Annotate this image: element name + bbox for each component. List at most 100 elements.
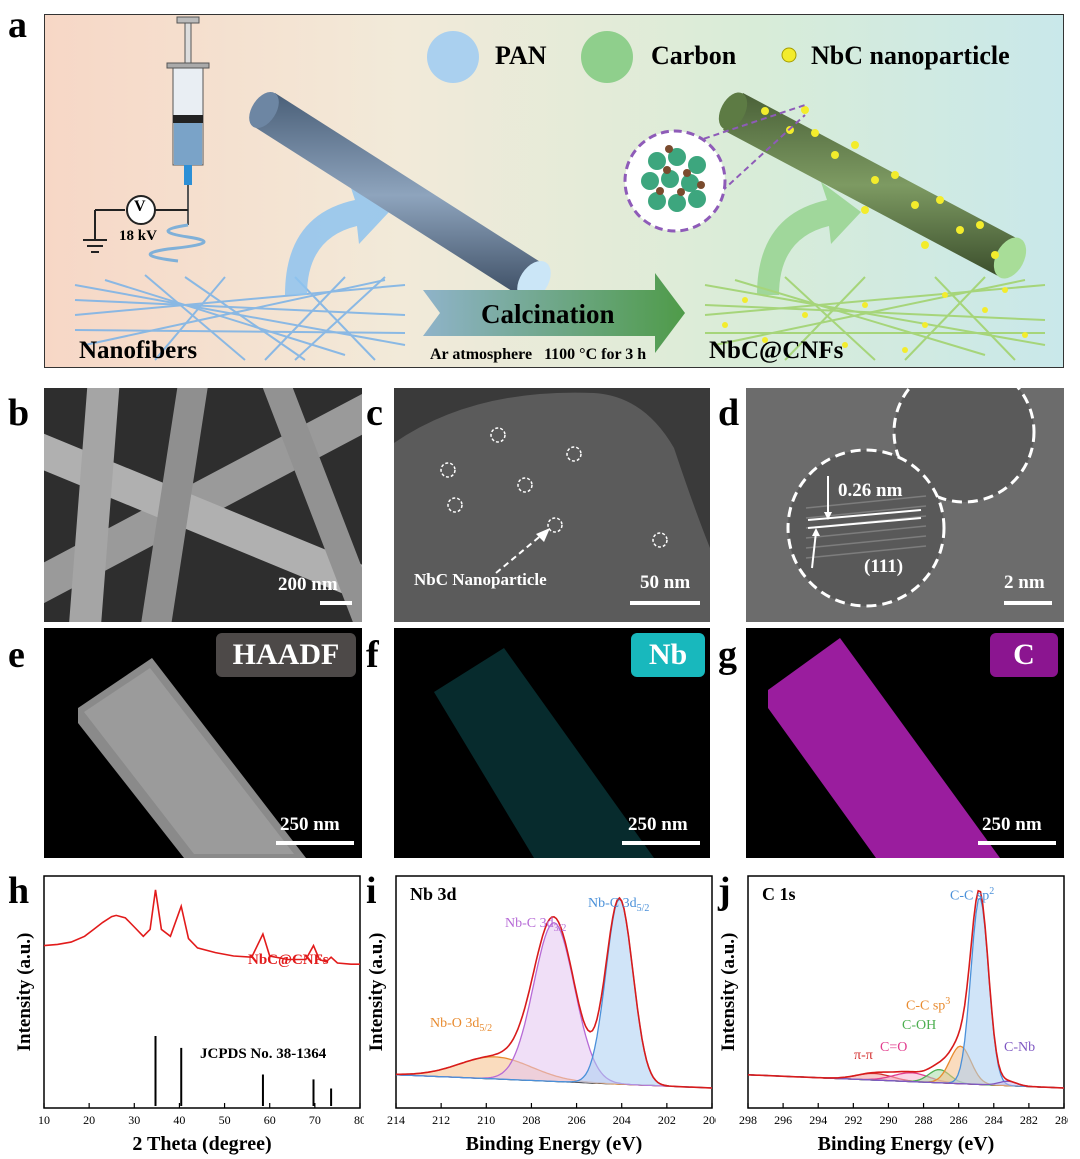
crystal-structure-inset xyxy=(623,104,806,233)
panel-letter-b: b xyxy=(8,392,30,434)
panel-letter-g: g xyxy=(718,634,737,676)
csp2-peak-label: C-C sp2 xyxy=(950,886,995,904)
plot-frame xyxy=(43,875,361,1109)
pan-legend-circle xyxy=(427,31,479,83)
calcination-arrow xyxy=(423,273,685,353)
x-tick-label: 208 xyxy=(522,1113,540,1127)
c1s-chart: 298 296 294 292 290 288 286 284 282 280 Binding En… xyxy=(718,875,1068,1155)
x-tick-label: 212 xyxy=(432,1113,450,1127)
x-tick-label: 284 xyxy=(985,1113,1003,1127)
scale-label-d: 2 nm xyxy=(1004,572,1045,593)
scale-bar-c xyxy=(630,601,700,605)
curved-arrow-green xyxy=(757,182,861,295)
x-tick-label: 202 xyxy=(658,1113,676,1127)
lattice-spacing-label: 0.26 nm xyxy=(838,480,903,501)
nb3d-title: Nb 3d xyxy=(410,884,457,904)
xps-peak-fill xyxy=(748,1072,1064,1088)
y-axis-label: Intensity (a.u.) xyxy=(718,933,739,1052)
nbc32-peak-label: Nb-C 3d3/2 xyxy=(505,916,567,934)
xrd-chart: 10 20 30 40 50 60 70 80 2 Theta (degree) Intensit… xyxy=(14,875,364,1155)
nbc52-peak-label: Nb-C 3d5/2 xyxy=(588,896,650,914)
x-tick-label: 296 xyxy=(774,1113,792,1127)
xps-peak-fill xyxy=(396,899,712,1088)
y-axis-label: Intensity (a.u.) xyxy=(366,933,387,1052)
hrtem-image-d: 0.26 nm (111) 2 nm xyxy=(746,388,1064,622)
x-tick-label: 214 xyxy=(387,1113,405,1127)
crystal-plane-label: (111) xyxy=(864,556,904,577)
pan-fiber-rod xyxy=(249,91,551,301)
x-tick-label: 204 xyxy=(613,1113,631,1127)
nbc-fiber-mesh xyxy=(704,276,1046,361)
legend-pan-label: PAN xyxy=(495,41,547,70)
scale-label-e: 250 nm xyxy=(280,814,340,835)
panel-letter-j: j xyxy=(718,870,731,912)
x-tick-label: 40 xyxy=(173,1113,185,1127)
jcpds-label: JCPDS No. 38-1364 xyxy=(200,1046,327,1062)
panel-letter-e: e xyxy=(8,634,25,676)
voltmeter-icon xyxy=(83,195,188,253)
c1s-title: C 1s xyxy=(762,884,796,904)
scale-label-c: 50 nm xyxy=(640,572,691,593)
x-tick-label: 20 xyxy=(83,1113,95,1127)
scale-label-g: 250 nm xyxy=(982,814,1042,835)
x-tick-label: 282 xyxy=(1020,1113,1038,1127)
nanofiber-mesh xyxy=(74,274,406,361)
nbc-cnfs-label: NbC@CNFs xyxy=(709,337,844,364)
nbc-nanoparticle-annotation: NbC Nanoparticle xyxy=(414,570,547,589)
nbc-legend-dot xyxy=(781,47,797,63)
panel-letter-a: a xyxy=(8,4,27,46)
x-tick-label: 280 xyxy=(1055,1113,1068,1127)
pipi-peak-label: π-π xyxy=(854,1048,873,1063)
x-tick-label: 80 xyxy=(354,1113,364,1127)
csp3-peak-label: C-C sp3 xyxy=(906,996,951,1014)
c-badge: C xyxy=(990,633,1058,677)
x-tick-label: 206 xyxy=(568,1113,586,1127)
x-tick-label: 298 xyxy=(739,1113,757,1127)
xrd-series-line xyxy=(43,889,360,965)
scale-bar-e xyxy=(276,841,354,845)
nbo-peak-label: Nb-O 3d5/2 xyxy=(430,1016,493,1034)
syringe-icon xyxy=(148,16,210,263)
coh-peak-label: C-OH xyxy=(902,1018,937,1033)
x-tick-label: 290 xyxy=(879,1113,897,1127)
xps-peak-fill xyxy=(748,897,1064,1088)
cnb-peak-label: C-Nb xyxy=(1004,1040,1036,1055)
schematic-panel-a: PAN Carbon NbC nanoparticle V 18 kV Nano… xyxy=(44,14,1064,368)
calcination-label: Calcination xyxy=(481,299,615,329)
x-axis-label: Binding Energy (eV) xyxy=(818,1133,995,1155)
panel-letter-f: f xyxy=(366,634,379,676)
x-tick-label: 292 xyxy=(844,1113,862,1127)
x-tick-label: 10 xyxy=(38,1113,50,1127)
xps-peak-fill xyxy=(396,922,712,1088)
mesh-nanoparticles xyxy=(722,287,1028,353)
nbc-cnf-rod xyxy=(718,92,1027,279)
conditions-label: Ar atmosphere 1100 °C for 3 h xyxy=(430,346,647,363)
xps-peak-fill xyxy=(396,1056,712,1088)
x-tick-label: 294 xyxy=(809,1113,827,1127)
panel-letter-h: h xyxy=(8,870,30,912)
panel-letter-c: c xyxy=(366,392,383,434)
carbon-legend-circle xyxy=(581,31,633,83)
scale-bar-g xyxy=(978,841,1056,845)
plot-frame xyxy=(395,875,713,1109)
scale-bar-d xyxy=(1004,601,1052,605)
scale-label-b: 200 nm xyxy=(278,574,338,595)
x-tick-label: 210 xyxy=(477,1113,495,1127)
legend-nbc-label: NbC nanoparticle xyxy=(811,41,1010,70)
x-tick-label: 70 xyxy=(309,1113,321,1127)
x-tick-label: 288 xyxy=(915,1113,933,1127)
scale-bar-b xyxy=(320,601,352,605)
haadf-image-e: HAADF 250 nm xyxy=(44,628,362,858)
nb-badge: Nb xyxy=(631,633,705,677)
plot-frame xyxy=(747,875,1065,1109)
co-peak-label: C=O xyxy=(880,1040,908,1055)
panel-letter-i: i xyxy=(366,870,377,912)
nb3d-chart: 214 212 210 208 206 204 202 200 Binding Energy (… xyxy=(366,875,716,1155)
xrd-sample-label: NbC@CNFs xyxy=(248,952,329,968)
voltage-label: 18 kV xyxy=(119,228,157,244)
xps-envelope-line xyxy=(396,896,713,1089)
haadf-badge: HAADF xyxy=(216,633,356,677)
sem-image-b: 200 nm xyxy=(44,388,362,622)
curved-arrow-blue xyxy=(285,182,389,295)
x-axis-label: Binding Energy (eV) xyxy=(466,1133,643,1155)
